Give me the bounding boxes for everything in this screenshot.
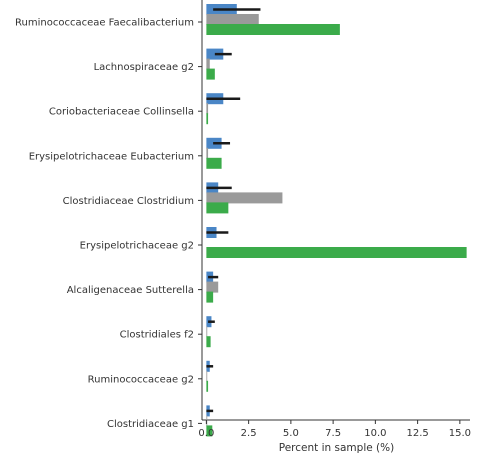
bar-clostridiales-f2-series-2 [206, 326, 208, 338]
x-tick-label-1: 2.5 [241, 428, 257, 439]
x-tick-label-0: 0.0 [198, 428, 214, 439]
y-tick-label-erysipelotrichaceae-g2: Erysipelotrichaceae g2 [80, 241, 194, 252]
y-tick-label-coriobacteriaceae-collinsella: Coriobacteriaceae Collinsella [49, 107, 194, 118]
bar-erysipelotrichaceae-g2-series-3 [206, 247, 467, 258]
x-tick-label-2: 5.0 [283, 428, 299, 439]
y-tick-label-ruminococcaceae-faecalibacterium: Ruminococcaceae Faecalibacterium [15, 18, 194, 29]
bar-alcaligenaceae-sutterella-series-2 [206, 281, 219, 293]
bar-clostridiales-f2-series-3 [206, 336, 211, 348]
bar-clostridiaceae-clostridium-series-3 [206, 202, 229, 214]
y-tick-label-erysipelotrichaceae-eubacterium: Erysipelotrichaceae Eubacterium [29, 151, 194, 162]
y-tick-label-lachnospiraceae-g2: Lachnospiraceae g2 [94, 62, 194, 73]
y-tick-label-clostridiaceae-clostridium: Clostridiaceae Clostridium [63, 196, 194, 207]
bar-coriobacteriaceae-collinsella-series-3 [206, 113, 209, 125]
bar-erysipelotrichaceae-eubacterium-series-2 [206, 147, 209, 159]
x-tick-label-5: 12.5 [406, 428, 428, 439]
bar-lachnospiraceae-g2-series-1 [206, 48, 224, 60]
bar-ruminococcaceae-faecalibacterium-series-2 [206, 14, 259, 25]
bar-erysipelotrichaceae-eubacterium-series-3 [206, 157, 222, 169]
y-tick-label-alcaligenaceae-sutterella: Alcaligenaceae Sutterella [67, 285, 194, 296]
bar-ruminococcaceae-faecalibacterium-series-3 [206, 24, 340, 35]
y-tick-label-clostridiaceae-g1: Clostridiaceae g1 [107, 419, 194, 430]
bar-clostridiaceae-g1-series-3 [206, 425, 213, 437]
bar-lachnospiraceae-g2-series-2 [206, 58, 210, 70]
bar-coriobacteriaceae-collinsella-series-2 [206, 103, 209, 115]
x-tick-label-4: 10.0 [364, 428, 386, 439]
bar-ruminococcaceae-g2-series-2 [206, 370, 208, 382]
bar-alcaligenaceae-sutterella-series-3 [206, 291, 214, 303]
x-tick-label-6: 15.0 [449, 428, 471, 439]
x-tick-label-3: 7.5 [325, 428, 341, 439]
bar-ruminococcaceae-g2-series-3 [206, 380, 209, 392]
x-axis-title: Percent in sample (%) [279, 442, 394, 454]
y-tick-label-ruminococcaceae-g2: Ruminococcaceae g2 [88, 374, 194, 385]
y-tick-label-clostridiales-f2: Clostridiales f2 [120, 330, 194, 341]
bar-clostridiaceae-clostridium-series-2 [206, 192, 283, 204]
bar-lachnospiraceae-g2-series-3 [206, 68, 215, 80]
